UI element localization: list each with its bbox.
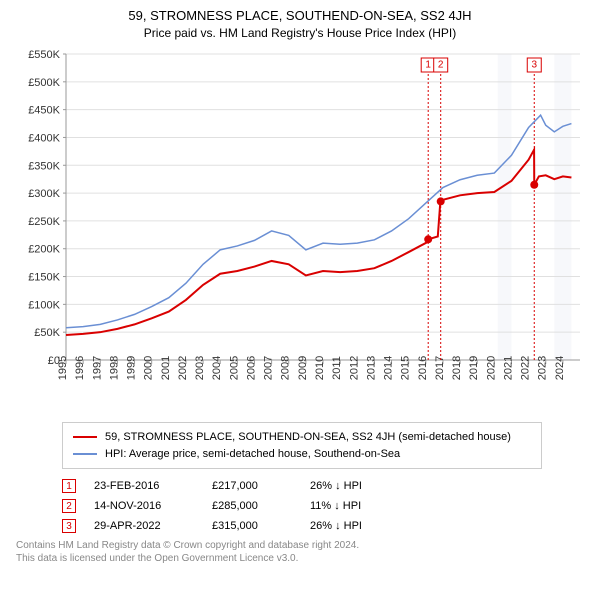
x-axis-label: 2002 [177, 356, 189, 380]
line-chart-svg: £0£50K£100K£150K£200K£250K£300K£350K£400… [12, 44, 588, 414]
x-axis-label: 2003 [194, 356, 206, 380]
event-price: £285,000 [212, 500, 292, 512]
x-axis-label: 2014 [383, 356, 395, 380]
x-axis-label: 1999 [126, 356, 138, 380]
legend-swatch [73, 453, 97, 455]
x-axis-label: 2006 [245, 356, 257, 380]
y-axis-label: £500K [28, 77, 60, 89]
footer-line-1: Contains HM Land Registry data © Crown c… [16, 539, 588, 552]
y-axis-label: £450K [28, 105, 60, 117]
legend-item: HPI: Average price, semi-detached house,… [73, 446, 531, 463]
event-price: £217,000 [212, 480, 292, 492]
chart-plot-area: £0£50K£100K£150K£200K£250K£300K£350K£400… [12, 44, 588, 414]
event-delta: 11% ↓ HPI [310, 500, 361, 512]
y-axis-label: £100K [28, 299, 60, 311]
footer-attribution: Contains HM Land Registry data © Crown c… [12, 539, 588, 565]
x-axis-label: 2007 [263, 356, 275, 380]
y-axis-label: £300K [28, 188, 60, 200]
x-axis-label: 2022 [520, 356, 532, 380]
x-axis-label: 2021 [502, 356, 514, 380]
data-point-marker [530, 181, 538, 189]
y-axis-label: £400K [28, 132, 60, 144]
x-axis-label: 2005 [228, 356, 240, 380]
legend: 59, STROMNESS PLACE, SOUTHEND-ON-SEA, SS… [62, 422, 542, 469]
x-axis-label: 2017 [434, 356, 446, 380]
x-axis-label: 2013 [365, 356, 377, 380]
x-axis-label: 2019 [468, 356, 480, 380]
data-point-marker [424, 235, 432, 243]
event-marker-number: 3 [531, 60, 537, 71]
legend-label: 59, STROMNESS PLACE, SOUTHEND-ON-SEA, SS… [105, 429, 511, 446]
x-axis-label: 2008 [280, 356, 292, 380]
x-axis-label: 2018 [451, 356, 463, 380]
event-row: 1 23-FEB-2016 £217,000 26% ↓ HPI [62, 479, 542, 493]
event-row: 3 29-APR-2022 £315,000 26% ↓ HPI [62, 519, 542, 533]
event-marker-number: 1 [425, 60, 431, 71]
x-axis-label: 2016 [417, 356, 429, 380]
x-axis-label: 2012 [348, 356, 360, 380]
x-axis-label: 1997 [91, 356, 103, 380]
y-axis-label: £50K [34, 327, 60, 339]
x-axis-label: 2024 [554, 356, 566, 380]
event-marker-number: 2 [438, 60, 444, 71]
x-axis-label: 1995 [57, 356, 69, 380]
x-axis-label: 2023 [537, 356, 549, 380]
background-band [554, 54, 571, 360]
x-axis-label: 2004 [211, 356, 223, 380]
event-delta: 26% ↓ HPI [310, 480, 362, 492]
footer-line-2: This data is licensed under the Open Gov… [16, 552, 588, 565]
event-badge: 2 [62, 499, 76, 513]
x-axis-label: 2009 [297, 356, 309, 380]
event-delta: 26% ↓ HPI [310, 520, 362, 532]
x-axis-label: 2010 [314, 356, 326, 380]
data-point-marker [437, 197, 445, 205]
legend-label: HPI: Average price, semi-detached house,… [105, 446, 400, 463]
x-axis-label: 2000 [143, 356, 155, 380]
legend-swatch [73, 436, 97, 438]
event-date: 14-NOV-2016 [94, 500, 194, 512]
event-date: 23-FEB-2016 [94, 480, 194, 492]
series-price_paid [66, 150, 571, 335]
x-axis-label: 1998 [108, 356, 120, 380]
legend-item: 59, STROMNESS PLACE, SOUTHEND-ON-SEA, SS… [73, 429, 531, 446]
y-axis-label: £200K [28, 244, 60, 256]
event-row: 2 14-NOV-2016 £285,000 11% ↓ HPI [62, 499, 542, 513]
chart-container: 59, STROMNESS PLACE, SOUTHEND-ON-SEA, SS… [0, 0, 600, 590]
y-axis-label: £350K [28, 160, 60, 172]
y-axis-label: £250K [28, 216, 60, 228]
event-badge: 1 [62, 479, 76, 493]
event-price: £315,000 [212, 520, 292, 532]
x-axis-label: 2011 [331, 356, 343, 380]
series-hpi [66, 115, 571, 328]
event-badge: 3 [62, 519, 76, 533]
x-axis-label: 2020 [485, 356, 497, 380]
x-axis-label: 2001 [160, 356, 172, 380]
event-date: 29-APR-2022 [94, 520, 194, 532]
background-band [498, 54, 512, 360]
chart-title: 59, STROMNESS PLACE, SOUTHEND-ON-SEA, SS… [12, 8, 588, 23]
x-axis-label: 2015 [400, 356, 412, 380]
chart-subtitle: Price paid vs. HM Land Registry's House … [12, 26, 588, 40]
y-axis-label: £150K [28, 272, 60, 284]
events-list: 1 23-FEB-2016 £217,000 26% ↓ HPI 2 14-NOV-201… [62, 479, 542, 533]
x-axis-label: 1996 [74, 356, 86, 380]
y-axis-label: £550K [28, 49, 60, 61]
